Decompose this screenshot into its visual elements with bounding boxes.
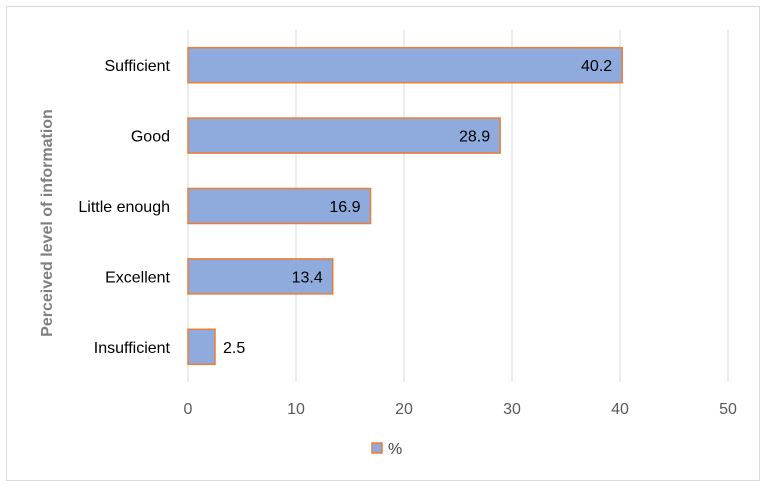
legend-swatch — [371, 442, 383, 454]
category-label: Sufficient — [104, 58, 170, 75]
x-tick-label: 40 — [611, 401, 629, 418]
data-label: 13.4 — [292, 269, 323, 286]
x-tick-label: 50 — [719, 401, 737, 418]
x-tick-label: 20 — [395, 401, 413, 418]
tick-labels: 0 10 20 30 40 50 — [184, 401, 737, 418]
gridlines — [187, 30, 729, 382]
category-label: Little enough — [78, 199, 170, 216]
legend: % — [371, 441, 402, 458]
chart-frame — [6, 6, 760, 481]
x-tick-label: 0 — [184, 401, 193, 418]
bar — [187, 187, 372, 225]
bar — [187, 328, 216, 366]
x-tick-label: 30 — [503, 401, 521, 418]
legend-label: % — [388, 441, 402, 458]
data-labels: 40.2 28.9 16.9 13.4 2.5 — [223, 58, 612, 357]
data-label: 28.9 — [459, 129, 490, 146]
category-label: Excellent — [105, 269, 170, 286]
bar — [187, 258, 334, 295]
y-axis-title: Perceived level of information — [39, 109, 56, 337]
data-label: 40.2 — [581, 58, 612, 75]
data-label: 2.5 — [223, 340, 245, 357]
bars — [187, 46, 623, 366]
category-label: Insufficient — [94, 340, 171, 357]
bar — [187, 46, 623, 84]
bar — [187, 117, 501, 154]
category-labels: Sufficient Good Little enough Excellent Insu… — [78, 58, 170, 357]
data-label: 16.9 — [329, 199, 360, 216]
x-tick-label: 10 — [287, 401, 305, 418]
category-label: Good — [131, 129, 170, 146]
